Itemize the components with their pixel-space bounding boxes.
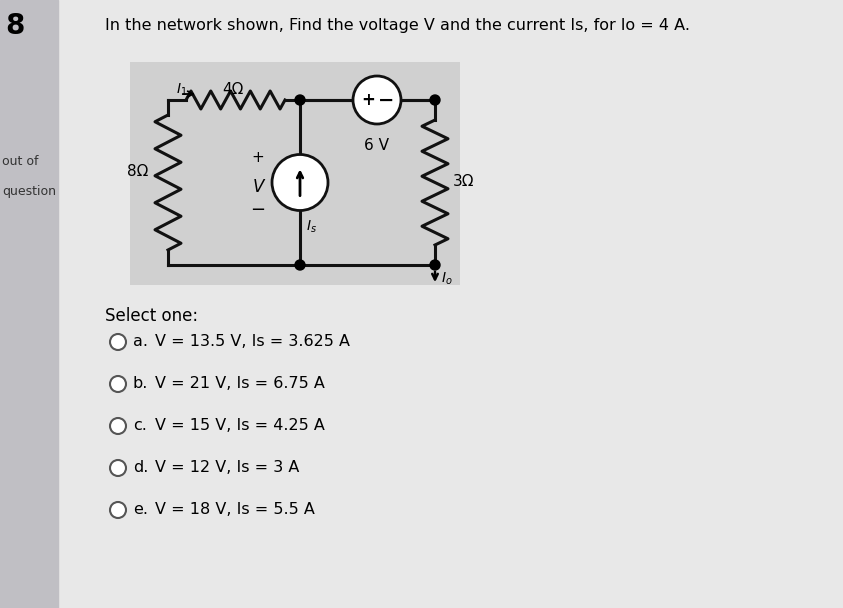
Bar — [0, 0, 58, 608]
Circle shape — [110, 418, 126, 434]
Circle shape — [110, 334, 126, 350]
Circle shape — [110, 460, 126, 476]
Circle shape — [110, 502, 126, 518]
Text: 6 V: 6 V — [364, 138, 389, 153]
Text: +: + — [361, 91, 375, 109]
Text: c.: c. — [133, 418, 147, 434]
Text: V = 12 V, Is = 3 A: V = 12 V, Is = 3 A — [155, 460, 299, 475]
Text: 8: 8 — [5, 12, 24, 40]
Text: b.: b. — [133, 376, 148, 392]
Circle shape — [295, 260, 305, 270]
Circle shape — [272, 154, 328, 210]
Text: V = 21 V, Is = 6.75 A: V = 21 V, Is = 6.75 A — [155, 376, 325, 392]
Text: out of: out of — [2, 155, 39, 168]
Text: +: + — [251, 150, 265, 165]
Text: e.: e. — [133, 502, 148, 517]
Text: $I_s$: $I_s$ — [306, 218, 317, 235]
Circle shape — [110, 376, 126, 392]
Circle shape — [430, 260, 440, 270]
Text: Select one:: Select one: — [105, 307, 198, 325]
Text: d.: d. — [133, 460, 148, 475]
Text: $I_o$: $I_o$ — [441, 271, 453, 287]
Circle shape — [353, 76, 401, 124]
Circle shape — [430, 95, 440, 105]
Text: V: V — [252, 179, 264, 196]
Bar — [130, 62, 460, 285]
Text: 4Ω: 4Ω — [223, 82, 244, 97]
Text: 3Ω: 3Ω — [453, 174, 475, 190]
Text: −: − — [250, 201, 266, 219]
Text: question: question — [2, 185, 56, 198]
Text: −: − — [378, 91, 395, 109]
Text: V = 15 V, Is = 4.25 A: V = 15 V, Is = 4.25 A — [155, 418, 325, 434]
Text: In the network shown, Find the voltage V and the current Is, for lo = 4 A.: In the network shown, Find the voltage V… — [105, 18, 690, 33]
Text: 8Ω: 8Ω — [126, 165, 148, 179]
Text: a.: a. — [133, 334, 148, 350]
Circle shape — [295, 95, 305, 105]
Text: V = 18 V, Is = 5.5 A: V = 18 V, Is = 5.5 A — [155, 502, 315, 517]
Text: V = 13.5 V, Is = 3.625 A: V = 13.5 V, Is = 3.625 A — [155, 334, 350, 350]
Text: $I_1$: $I_1$ — [176, 82, 187, 98]
